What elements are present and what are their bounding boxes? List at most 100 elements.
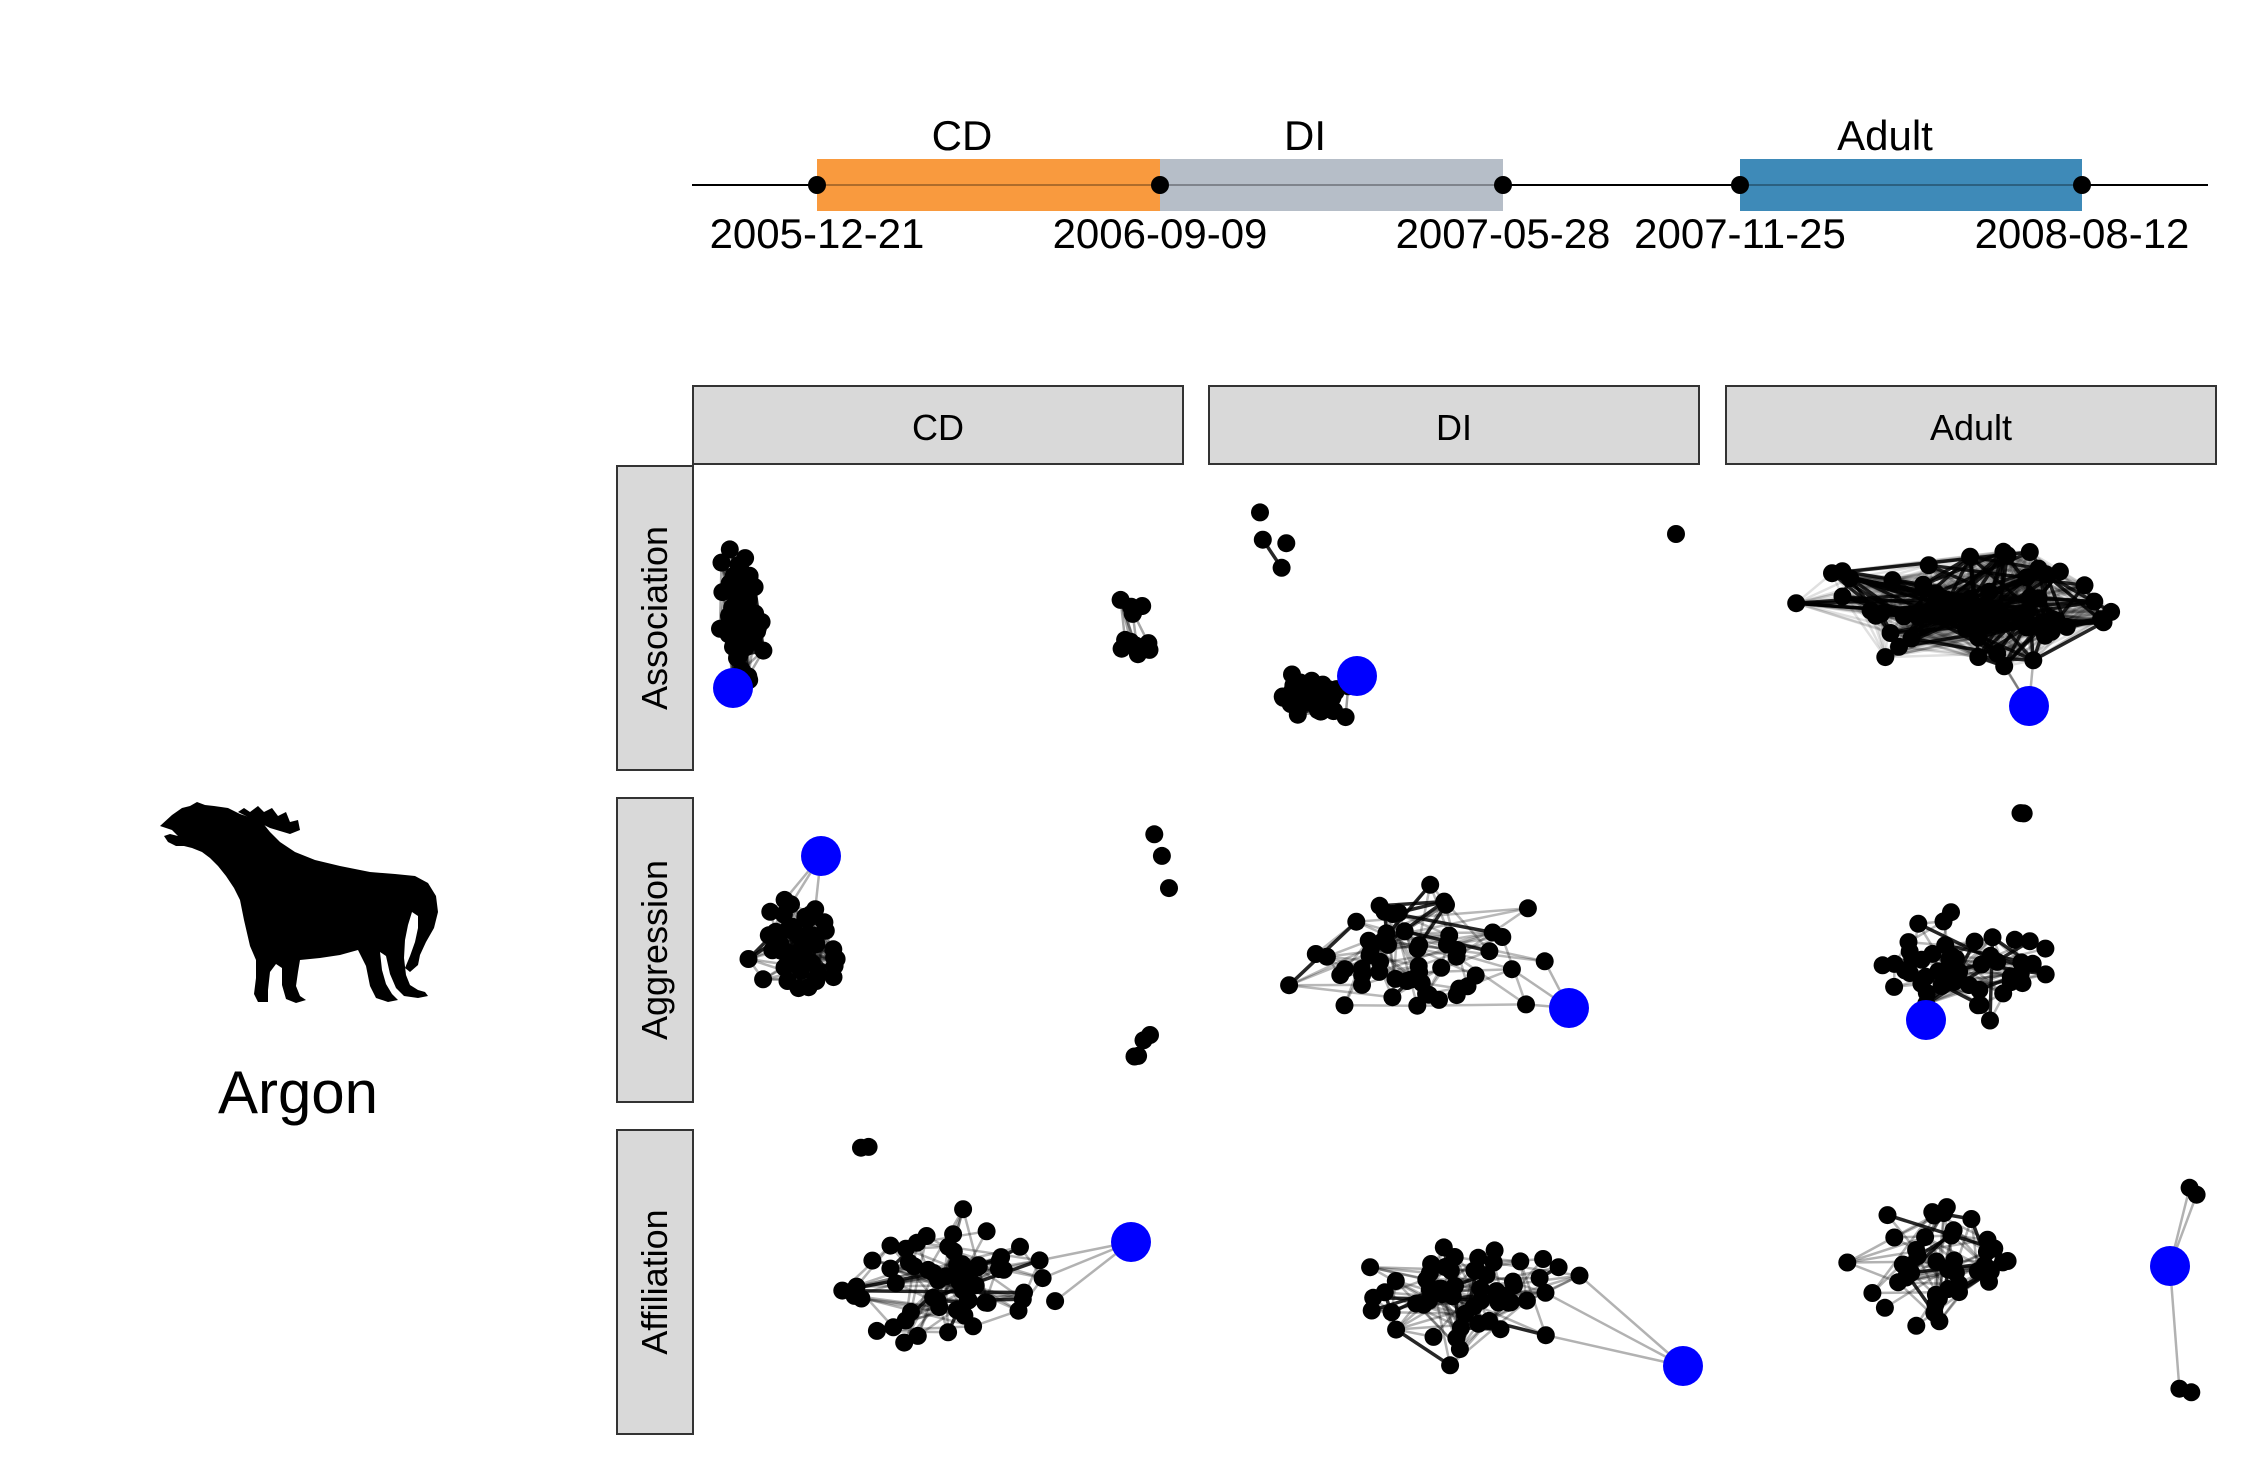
network-node	[2102, 602, 2121, 621]
network-node	[1383, 988, 1402, 1007]
network-node	[1386, 1272, 1405, 1290]
network-node	[1141, 1026, 1159, 1044]
network-node	[2018, 601, 2037, 620]
network-edge	[1578, 1274, 1684, 1367]
network-node	[1421, 875, 1440, 894]
network-panel-aggression-adult	[1873, 804, 2055, 1040]
network-edge	[1378, 931, 1494, 974]
network-node	[1940, 605, 1959, 623]
network-node	[947, 1300, 966, 1319]
network-node	[1968, 1262, 1987, 1281]
network-nodes	[1873, 804, 2055, 1040]
network-node	[801, 905, 820, 924]
date-label: 2007-05-28	[1396, 210, 1611, 257]
network-node	[1364, 1288, 1383, 1307]
network-node	[1916, 1228, 1935, 1247]
network-node	[950, 1272, 969, 1291]
focal-individual-node	[2150, 1246, 2190, 1286]
network-edge	[1977, 573, 2048, 658]
network-edge	[1927, 564, 1966, 609]
network-nodes	[739, 825, 1178, 1066]
network-node	[1985, 1239, 2004, 1258]
network-edge	[1288, 951, 1371, 987]
network-edge	[1935, 550, 2005, 595]
network-node	[1483, 923, 1502, 942]
network-node	[1375, 902, 1394, 921]
network-node	[1434, 1238, 1453, 1257]
network-edge	[1884, 579, 1894, 658]
network-node	[1447, 947, 1466, 966]
network-node	[1431, 1281, 1450, 1299]
timeline: CD DI Adult 2005-12-21 2006-09-09 2007-0…	[692, 112, 2208, 257]
network-edge	[890, 1267, 964, 1292]
network-node	[1991, 614, 2010, 633]
network-edge	[1928, 563, 2027, 579]
network-edge	[1969, 555, 2032, 599]
row-strip-association	[616, 465, 694, 771]
network-node	[1883, 571, 1902, 590]
network-edge	[1969, 555, 2053, 620]
network-node	[1422, 1255, 1441, 1273]
network-node	[1907, 1316, 1926, 1335]
network-node	[1152, 846, 1171, 865]
network-node	[1919, 556, 1938, 575]
network-node	[1485, 1241, 1504, 1260]
network-edge	[2006, 554, 2102, 621]
network-node	[2020, 932, 2039, 951]
network-node	[1881, 624, 1900, 642]
network-node	[1288, 705, 1307, 724]
network-edge	[1892, 567, 2039, 582]
network-node	[771, 941, 790, 960]
network-node	[1942, 1226, 1961, 1245]
network-node	[1277, 534, 1296, 553]
network-panel-association-adult	[1787, 542, 2121, 726]
network-node	[2017, 568, 2036, 587]
network-node	[1456, 1304, 1475, 1323]
network-node	[774, 905, 793, 924]
network-node	[1967, 614, 1986, 633]
network-node	[1480, 942, 1499, 961]
network-edge	[1846, 1235, 1926, 1264]
network-node	[1129, 1046, 1148, 1065]
network-node	[1447, 986, 1466, 1005]
focal-individual-node	[1111, 1222, 1151, 1262]
network-node	[786, 947, 805, 966]
network-node	[1899, 933, 1918, 952]
network-node	[1950, 1283, 1968, 1302]
network-node	[1902, 1263, 1921, 1282]
network-node	[1536, 1326, 1555, 1345]
network-node	[1111, 590, 1130, 609]
network-node	[1885, 977, 1904, 996]
network-node	[1420, 1291, 1438, 1310]
network-node	[1787, 594, 1806, 613]
network-node	[1311, 702, 1330, 721]
network-node	[1335, 996, 1354, 1015]
network-edge	[1870, 595, 2031, 613]
network-node	[1962, 1210, 1981, 1228]
network-edge	[1433, 1291, 1452, 1366]
network-node	[1440, 926, 1459, 945]
network-node	[1272, 558, 1291, 577]
network-node	[1955, 598, 1974, 617]
network-node	[1424, 1327, 1443, 1346]
network-edge	[1911, 637, 1979, 659]
network-node	[1046, 1292, 1065, 1311]
network-node	[1885, 1228, 1904, 1247]
network-node	[1451, 1318, 1470, 1337]
network-edge	[932, 1258, 1041, 1300]
network-node	[2023, 954, 2042, 973]
network-nodes	[1361, 1238, 1703, 1386]
network-node	[924, 1264, 943, 1282]
network-edge	[1936, 554, 2009, 605]
network-node	[1251, 503, 1269, 522]
date-label: 2006-09-09	[1053, 210, 1268, 257]
row-strip-label-aggression: Aggression	[634, 860, 675, 1040]
network-edge	[1892, 553, 2008, 582]
network-node	[1833, 562, 1852, 581]
network-panel-aggression-cd	[739, 825, 1178, 1066]
network-node	[2024, 651, 2043, 670]
network-node	[1535, 952, 1554, 971]
network-edge	[1391, 1310, 1466, 1316]
network-node	[1033, 1269, 1052, 1288]
network-edge	[1898, 645, 1979, 659]
